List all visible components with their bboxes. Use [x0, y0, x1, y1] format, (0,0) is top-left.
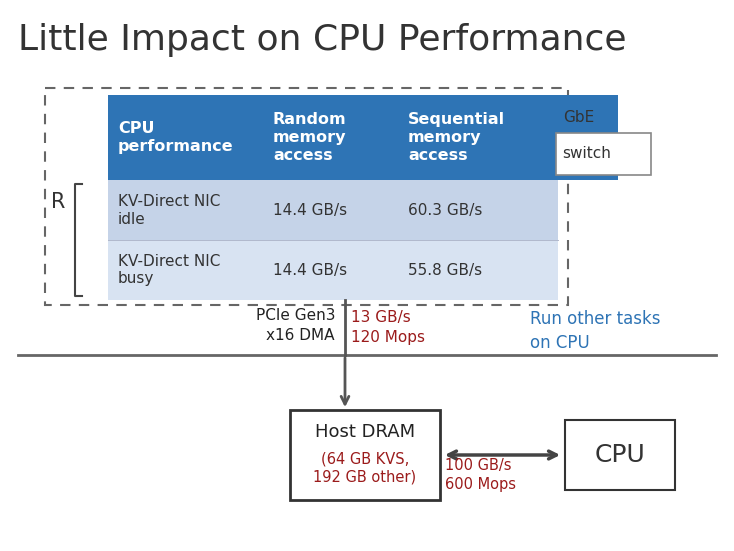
- Text: 60.3 GB/s: 60.3 GB/s: [408, 203, 482, 218]
- Text: switch: switch: [562, 147, 611, 161]
- Bar: [108, 240, 558, 300]
- Text: Random
memory
access: Random memory access: [273, 112, 346, 163]
- Text: CPU
performance: CPU performance: [118, 121, 233, 154]
- Text: 100 GB/s
600 Mops: 100 GB/s 600 Mops: [445, 458, 516, 491]
- Text: Little Impact on CPU Performance: Little Impact on CPU Performance: [18, 23, 627, 57]
- Text: (64 GB KVS,
192 GB other): (64 GB KVS, 192 GB other): [313, 451, 417, 485]
- Text: 14.4 GB/s: 14.4 GB/s: [273, 262, 347, 278]
- Text: KV-Direct NIC
idle: KV-Direct NIC idle: [118, 193, 220, 226]
- Bar: [556, 133, 651, 175]
- Text: CPU: CPU: [595, 443, 645, 467]
- Text: KV-Direct NIC
busy: KV-Direct NIC busy: [118, 253, 220, 287]
- Text: Run other tasks
on CPU: Run other tasks on CPU: [530, 310, 661, 352]
- Text: Host DRAM: Host DRAM: [315, 423, 415, 441]
- Bar: [565, 420, 675, 490]
- Bar: [290, 410, 440, 500]
- Text: 55.8 GB/s: 55.8 GB/s: [408, 262, 482, 278]
- Text: R: R: [51, 192, 65, 212]
- Text: 14.4 GB/s: 14.4 GB/s: [273, 203, 347, 218]
- Text: Sequential
memory
access: Sequential memory access: [408, 112, 505, 163]
- Text: 13 GB/s
120 Mops: 13 GB/s 120 Mops: [351, 310, 425, 345]
- Text: PCIe Gen3
x16 DMA: PCIe Gen3 x16 DMA: [255, 308, 335, 343]
- Bar: [45, 88, 568, 305]
- Bar: [108, 180, 558, 240]
- Text: GbE: GbE: [563, 110, 595, 125]
- Bar: [108, 95, 618, 180]
